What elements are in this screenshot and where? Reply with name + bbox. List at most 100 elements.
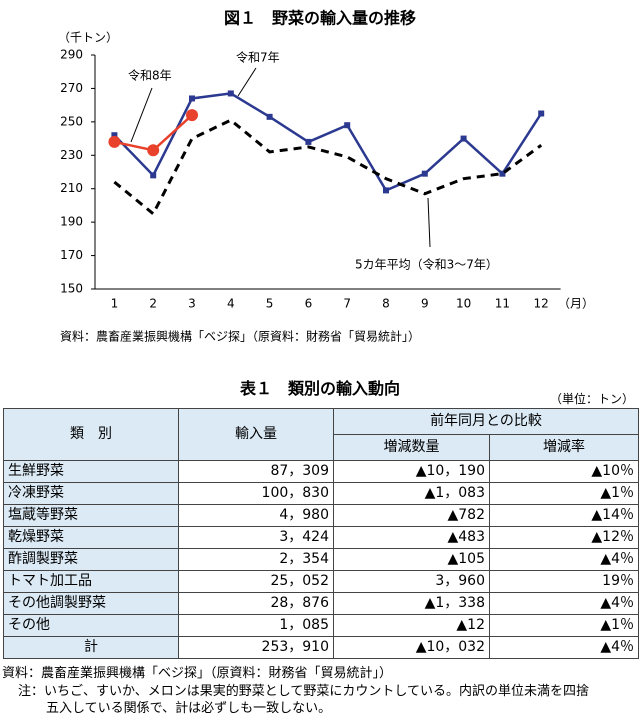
chart: 図１ 野菜の輸入量の推移 （千トン） （月） 資料：農畜産業振興機構「ベジ探」（… bbox=[58, 9, 594, 344]
point bbox=[147, 144, 160, 157]
y-tick-label: 210 bbox=[60, 181, 83, 195]
table-row: 乾燥野菜 3，424 ▲483 ▲12％ bbox=[3, 526, 639, 549]
table-row: 生鮮野菜 87，309 ▲10，190 ▲10％ bbox=[3, 460, 639, 483]
table-source: 資料：農畜産業振興機構「ベジ探」（原資料：財務省「貿易統計」） bbox=[2, 666, 393, 681]
table-cell: 3，424 bbox=[178, 526, 334, 549]
table-row: その他 1，085 ▲12 ▲1％ bbox=[3, 614, 639, 637]
table-cell: ▲14％ bbox=[489, 504, 639, 527]
table-cell: ▲1％ bbox=[489, 614, 639, 637]
table-row: 冷凍野菜 100，830 ▲1，083 ▲1％ bbox=[3, 482, 639, 505]
table-cell: 19％ bbox=[489, 570, 639, 593]
table-row: その他調製野菜 28，876 ▲1，338 ▲4％ bbox=[3, 592, 639, 615]
header-cell: 輸入量 bbox=[178, 408, 334, 461]
y-tick-label: 190 bbox=[60, 215, 83, 229]
table-cell: ▲12 bbox=[333, 614, 490, 637]
table-cell: ▲1，083 bbox=[333, 482, 490, 505]
leader-line bbox=[427, 197, 431, 248]
table-cell: 冷凍野菜 bbox=[3, 482, 179, 505]
table-cell: 乾燥野菜 bbox=[3, 526, 179, 549]
x-tick-label: 3 bbox=[188, 297, 196, 311]
point bbox=[227, 90, 234, 97]
table-cell: 253，910 bbox=[178, 636, 334, 659]
x-tick-label: 12 bbox=[534, 297, 549, 311]
table-cell: ▲782 bbox=[333, 504, 490, 527]
y-tick-label: 270 bbox=[60, 81, 83, 95]
x-tick-label: 2 bbox=[149, 297, 157, 311]
header-cell: 類 別 bbox=[3, 408, 179, 461]
y-tick-label: 250 bbox=[60, 114, 83, 128]
table-title: 表１ 類別の輸入動向 bbox=[239, 379, 400, 398]
leader-line bbox=[130, 87, 153, 143]
table-cell: ▲10％ bbox=[489, 460, 639, 483]
table-cell: その他 bbox=[3, 614, 179, 637]
note: 注：いちご、すいか、メロンは果実的野菜として野菜にカウントしている。内訳の単位未… bbox=[18, 684, 589, 699]
table-row: トマト加工品 25，052 3，960 19％ bbox=[3, 570, 639, 593]
table-cell: 塩蔵等野菜 bbox=[3, 504, 179, 527]
table-cell: ▲1，338 bbox=[333, 592, 490, 615]
table-cell: 生鮮野菜 bbox=[3, 460, 179, 483]
header-cell: 前年同月との比較 bbox=[333, 408, 639, 435]
table-cell: 28，876 bbox=[178, 592, 334, 615]
table-cell: 87，309 bbox=[178, 460, 334, 483]
y-axis-label: （千トン） bbox=[58, 31, 118, 45]
point bbox=[266, 113, 273, 120]
y-tick-label: 290 bbox=[60, 48, 83, 62]
table-cell: 3，960 bbox=[333, 570, 490, 593]
point bbox=[189, 95, 195, 102]
table-cell: 2，354 bbox=[178, 548, 334, 571]
x-tick-label: 4 bbox=[227, 297, 235, 311]
point bbox=[108, 135, 121, 148]
leader-line bbox=[237, 67, 257, 97]
point bbox=[499, 170, 506, 177]
chart-title: 図１ 野菜の輸入量の推移 bbox=[224, 9, 416, 28]
x-tick-label: 8 bbox=[382, 297, 390, 311]
series-line bbox=[113, 118, 543, 217]
y-tick-label: 170 bbox=[60, 248, 83, 262]
annotation: 令和8年 bbox=[128, 68, 172, 83]
point bbox=[186, 109, 198, 122]
table-cell: 100，830 bbox=[178, 482, 334, 505]
x-tick-label: 10 bbox=[456, 297, 471, 311]
chart-source: 資料：農畜産業振興機構「ベジ探」（原資料：財務省「貿易統計」） bbox=[60, 329, 420, 344]
point bbox=[305, 138, 312, 145]
x-tick-label: 1 bbox=[111, 297, 119, 311]
table-cell: ▲105 bbox=[333, 548, 490, 571]
annotation: 5カ年平均（令和3～7年） bbox=[355, 257, 498, 272]
x-axis-label: （月） bbox=[558, 297, 594, 311]
y-tick-label: 150 bbox=[60, 282, 83, 296]
note: 五入している関係で、計は必ずしも一致しない。 bbox=[46, 701, 332, 716]
table-cell: ▲10，190 bbox=[333, 460, 490, 483]
table-cell: ▲4％ bbox=[489, 548, 639, 571]
point bbox=[460, 135, 467, 142]
table-cell: ▲4％ bbox=[489, 636, 639, 659]
header-cell: 増減数量 bbox=[333, 434, 490, 461]
table-cell: ▲10，032 bbox=[333, 636, 490, 659]
y-tick-label: 230 bbox=[60, 148, 83, 162]
annotation: 令和7年 bbox=[236, 50, 280, 65]
table-cell: ▲12％ bbox=[489, 526, 639, 549]
table-cell: ▲4％ bbox=[489, 592, 639, 615]
x-tick-label: 7 bbox=[343, 297, 351, 311]
point bbox=[344, 122, 351, 129]
point bbox=[111, 132, 118, 139]
x-tick-label: 6 bbox=[305, 297, 313, 311]
table-cell: ▲1％ bbox=[489, 482, 639, 505]
x-tick-label: 9 bbox=[421, 297, 429, 311]
table-cell: ▲483 bbox=[333, 526, 490, 549]
x-tick-label: 5 bbox=[266, 297, 274, 311]
point bbox=[383, 187, 389, 194]
table-cell: 25，052 bbox=[178, 570, 334, 593]
table-row: 計 253，910 ▲10，032 ▲4％ bbox=[3, 636, 639, 659]
point bbox=[421, 170, 428, 177]
table-cell: 計 bbox=[3, 636, 179, 659]
table-unit: （単位：トン） bbox=[549, 392, 634, 406]
point bbox=[538, 110, 545, 117]
table-row: 塩蔵等野菜 4，980 ▲782 ▲14％ bbox=[3, 504, 639, 527]
header-cell: 増減率 bbox=[489, 434, 639, 461]
table: 類 別輸入量 前年同月との比較 増減数量 増減率 生鮮野菜 87，309 ▲10，190… bbox=[3, 408, 639, 659]
series-line bbox=[113, 92, 543, 192]
table-cell: その他調製野菜 bbox=[3, 592, 179, 615]
table-cell: 4，980 bbox=[178, 504, 334, 527]
point bbox=[150, 172, 157, 179]
